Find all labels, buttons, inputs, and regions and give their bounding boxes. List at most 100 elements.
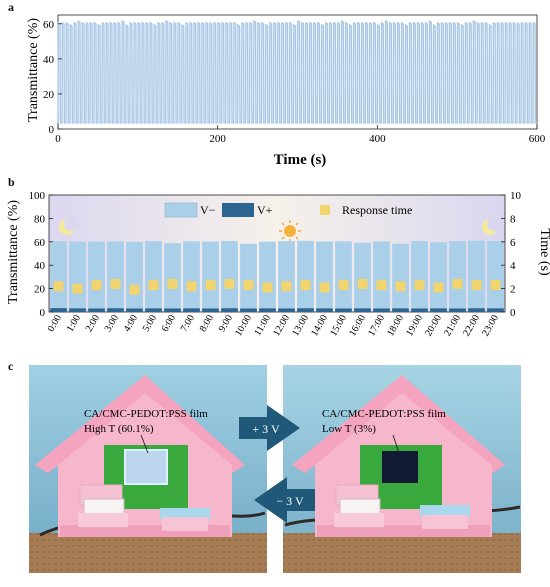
bar-v-plus <box>145 308 162 312</box>
chart-a-xtick-label: 200 <box>209 133 226 145</box>
bar-v-plus <box>126 308 143 312</box>
chart-b-ytick-label: 60 <box>34 237 46 249</box>
arrow-forward-label: + 3 V <box>252 422 280 436</box>
chart-b-xtick-label: 22:00 <box>461 313 482 338</box>
chart-b-y2tick-label: 4 <box>510 260 516 272</box>
bar-v-plus <box>88 308 105 312</box>
marker-response-time <box>129 284 140 295</box>
chart-b-xtick-label: 10:00 <box>233 313 254 338</box>
bar-v-minus <box>297 240 314 312</box>
chart-b-xtick-label: 11:00 <box>252 313 273 338</box>
marker-response-time <box>376 280 387 291</box>
bar-v-plus <box>392 308 409 312</box>
marker-response-time <box>490 280 501 291</box>
marker-response-time <box>414 280 425 291</box>
marker-response-time <box>300 280 311 291</box>
marker-response-time <box>452 278 463 289</box>
chart-b-xtick-label: 20:00 <box>423 313 444 338</box>
legend-swatch-response-time <box>320 205 330 215</box>
bar-v-minus <box>430 242 447 312</box>
bar-v-plus <box>50 308 67 312</box>
pointer-line-right <box>392 434 400 454</box>
bar-v-plus <box>202 308 219 312</box>
chart-b-xtick-label: 6:00 <box>160 313 178 334</box>
chart-b-y2tick-label: 2 <box>510 284 516 296</box>
arrow-back: − 3 V <box>254 477 315 523</box>
bar-v-plus <box>373 308 390 312</box>
marker-response-time <box>53 281 64 292</box>
marker-response-time <box>433 282 444 293</box>
bar-v-minus <box>88 241 105 312</box>
panel-a-label: a <box>8 0 14 14</box>
panel-b-label: b <box>8 175 15 189</box>
bar-v-plus <box>278 308 295 312</box>
arrow-back-label: − 3 V <box>276 494 304 508</box>
chart-b-xtick-label: 19:00 <box>404 313 425 338</box>
chart-b-xtick-label: 14:00 <box>309 313 330 338</box>
film-label-right: CA/CMC-PEDOT:PSS film <box>322 408 446 420</box>
chart-a-xtick-label: 600 <box>529 133 546 145</box>
chart-a-ytick-label: 60 <box>43 19 55 31</box>
chart-b-y2tick-label: 10 <box>510 190 522 202</box>
state-label-left: High T (60.1%) <box>84 423 154 435</box>
chart-a-ytick-label: 20 <box>43 89 55 101</box>
chart-b: Transmittance (%) Time (s) V− V+ Respons… <box>6 190 550 338</box>
bar-v-plus <box>354 308 371 312</box>
marker-response-time <box>167 278 178 289</box>
bar-v-minus <box>164 243 181 312</box>
marker-response-time <box>224 278 235 289</box>
bar-v-minus <box>354 242 371 312</box>
state-label-right: Low T (3%) <box>322 423 376 435</box>
legend-swatch-v-minus <box>164 202 198 218</box>
bar-v-minus <box>183 241 200 312</box>
moon-icon-right <box>482 217 501 235</box>
bar-v-plus <box>221 308 238 312</box>
chart-b-ytick-label: 20 <box>34 284 46 296</box>
marker-response-time <box>395 281 406 292</box>
bar-v-minus <box>278 241 295 312</box>
chart-a-xtick-label: 0 <box>55 133 61 145</box>
chart-b-plot-area <box>48 194 506 313</box>
chart-b-xtick-label: 12:00 <box>271 313 292 338</box>
chart-b-xtick-label: 9:00 <box>217 313 235 334</box>
bar-v-plus <box>164 308 181 312</box>
chart-b-ylabel: Transmittance (%) <box>6 200 21 304</box>
marker-response-time <box>91 280 102 291</box>
marker-response-time <box>338 280 349 291</box>
marker-response-time <box>262 282 273 293</box>
chart-a-xlabel: Time (s) <box>274 152 327 168</box>
chart-a-ytick-label: 40 <box>43 54 55 66</box>
marker-response-time <box>319 282 330 293</box>
chart-b-xtick-label: 5:00 <box>141 313 159 334</box>
chart-b-ytick-label: 80 <box>34 213 46 225</box>
sofa-left <box>78 484 128 527</box>
bar-v-minus <box>69 241 86 312</box>
chart-b-xtick-label: 17:00 <box>366 313 387 338</box>
chart-b-xtick-label: 3:00 <box>103 313 121 334</box>
bar-v-minus <box>259 241 276 312</box>
bar-v-plus <box>240 308 257 312</box>
sun-icon <box>279 220 301 242</box>
bar-v-plus <box>259 308 276 312</box>
marker-response-time <box>148 280 159 291</box>
marker-response-time <box>281 281 292 292</box>
chart-b-ytick-label: 40 <box>34 260 46 272</box>
legend-swatch-v-plus <box>222 203 254 217</box>
chart-b-xtick-label: 13:00 <box>290 313 311 338</box>
chart-b-xtick-label: 2:00 <box>84 313 102 334</box>
bar-v-plus <box>430 308 447 312</box>
bar-v-plus <box>449 308 466 312</box>
sofa-right <box>334 484 384 527</box>
bar-v-minus <box>411 241 428 312</box>
chart-b-xtick-label: 7:00 <box>179 313 197 334</box>
film-label-left: CA/CMC-PEDOT:PSS film <box>84 408 208 420</box>
bar-v-minus <box>392 243 409 312</box>
chart-b-xtick-label: 1:00 <box>65 313 83 334</box>
bar-v-plus <box>297 308 314 312</box>
chart-b-xtick-label: 21:00 <box>442 313 463 338</box>
bar-v-minus <box>449 241 466 312</box>
chart-b-y2tick-label: 6 <box>510 237 516 249</box>
bar-v-plus <box>316 308 333 312</box>
bar-v-minus <box>50 241 67 312</box>
bar-v-minus <box>107 241 124 312</box>
